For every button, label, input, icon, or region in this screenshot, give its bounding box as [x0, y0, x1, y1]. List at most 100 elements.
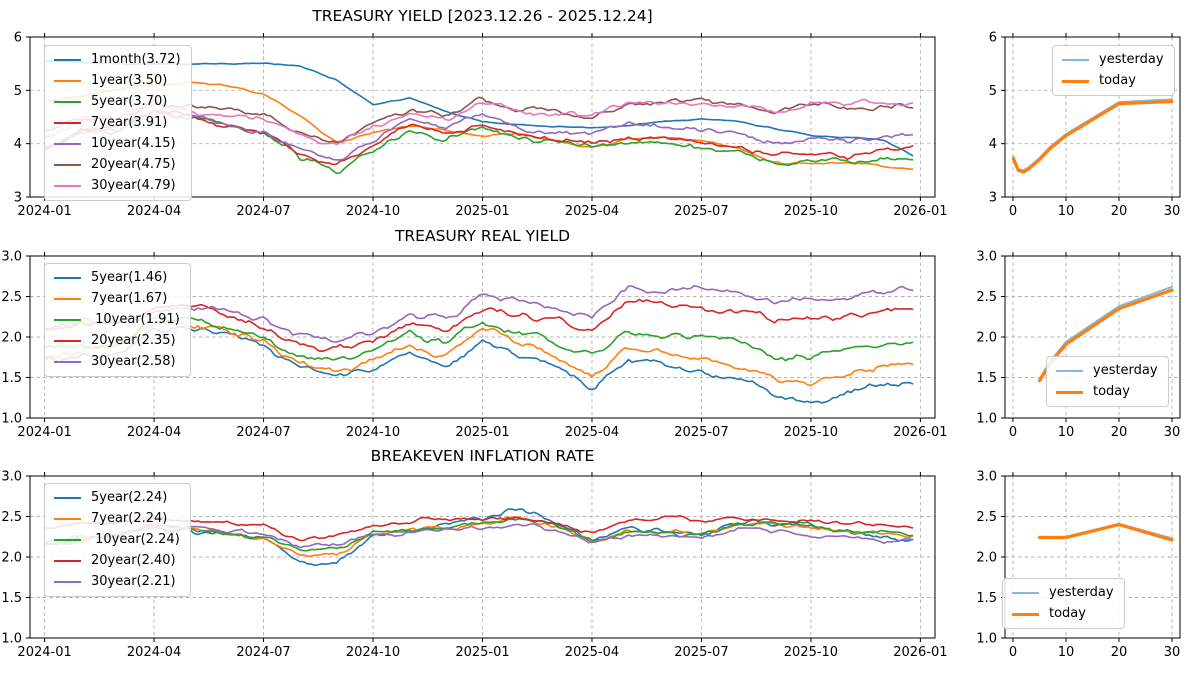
y-tick-label: 3.0 — [1, 250, 22, 265]
x-tick-label: 2024-01 — [17, 645, 71, 660]
legend-label: 10year(2.24) — [91, 532, 180, 547]
legend-entry: 10year(1.91) — [54, 311, 180, 329]
x-tick-label: 2024-01 — [17, 425, 71, 440]
x-tick-label: 2024-10 — [346, 204, 400, 219]
legend-label: 30year(4.79) — [91, 178, 176, 193]
legend-label: 20year(2.40) — [91, 553, 176, 568]
y-tick-label: 4 — [14, 137, 22, 152]
x-tick-label: 0 — [1009, 645, 1017, 660]
legend-label: 5year(3.70) — [91, 94, 168, 109]
x-tick-label: 2026-01 — [893, 425, 947, 440]
series-color-swatch — [1056, 370, 1083, 372]
legend-entry: today — [1062, 72, 1164, 90]
series-color-swatch — [54, 539, 81, 541]
y-tick-label: 1.5 — [1, 371, 22, 386]
x-tick-label: 2025-07 — [674, 425, 728, 440]
y-tick-label: 1.0 — [1, 412, 22, 427]
legend-label: 10year(4.15) — [91, 136, 176, 151]
x-tick-label: 2025-04 — [565, 645, 619, 660]
series-color-swatch — [1056, 390, 1083, 394]
chart-title-treasury-real-yield: TREASURY REAL YIELD — [394, 227, 571, 245]
x-tick-label: 2024-04 — [127, 645, 181, 660]
series-color-swatch — [54, 361, 81, 363]
x-tick-label: 2025-10 — [784, 425, 838, 440]
legend-entry: yesterday — [1062, 51, 1164, 69]
legend-label: 1year(3.50) — [91, 73, 168, 88]
x-tick-label: 2026-01 — [893, 204, 947, 219]
x-tick-label: 0 — [1009, 204, 1017, 219]
series-color-swatch — [54, 185, 81, 187]
chart-title-breakeven-inflation-rate: BREAKEVEN INFLATION RATE — [370, 447, 595, 465]
legend-label: yesterday — [1093, 363, 1158, 378]
y-tick-label: 2.5 — [1, 510, 22, 525]
legend-label: 5year(2.24) — [91, 490, 168, 505]
legend-label: 20year(2.35) — [91, 333, 176, 348]
x-tick-label: 2024-10 — [346, 425, 400, 440]
y-tick-label: 6 — [14, 31, 22, 46]
y-tick-label: 2.0 — [976, 551, 997, 566]
series-color-swatch — [54, 518, 81, 520]
x-tick-label: 20 — [1111, 425, 1128, 440]
y-tick-label: 5 — [989, 84, 997, 99]
y-tick-label: 2.0 — [1, 551, 22, 566]
x-tick-label: 2026-01 — [893, 645, 947, 660]
legend-entry: 30year(2.58) — [54, 353, 180, 371]
x-tick-label: 2024-04 — [127, 425, 181, 440]
x-tick-label: 10 — [1058, 204, 1075, 219]
series-color-swatch — [1012, 612, 1039, 616]
series-color-swatch — [54, 101, 81, 103]
legend-entry: 7year(1.67) — [54, 290, 180, 308]
series-color-swatch — [54, 277, 81, 279]
series-color-swatch — [54, 560, 81, 562]
x-tick-label: 2025-07 — [674, 645, 728, 660]
x-tick-label: 2024-01 — [17, 204, 71, 219]
x-tick-label: 2024-07 — [236, 425, 290, 440]
legend-box: 5year(2.24) 7year(2.24) 10year(2.24) 20yea… — [44, 483, 191, 597]
y-tick-label: 4 — [989, 137, 997, 152]
x-tick-label: 2025-01 — [455, 204, 509, 219]
x-tick-label: 10 — [1058, 425, 1075, 440]
x-tick-label: 2024-10 — [346, 645, 400, 660]
series-color-swatch — [54, 143, 81, 145]
legend-entry: yesterday — [1012, 584, 1114, 602]
x-tick-label: 10 — [1058, 645, 1075, 660]
series-color-swatch — [1062, 59, 1089, 61]
chart-title-treasury-yield: TREASURY YIELD [2023.12.26 - 2025.12.24] — [312, 7, 653, 25]
x-tick-label: 2024-04 — [127, 204, 181, 219]
legend-entry: 30year(2.21) — [54, 573, 180, 591]
y-tick-label: 3 — [989, 191, 997, 206]
legend-entry: 5year(2.24) — [54, 489, 180, 507]
legend-box: yesterday today — [1046, 356, 1169, 407]
x-tick-label: 2025-10 — [784, 204, 838, 219]
y-tick-label: 2.0 — [1, 331, 22, 346]
legend-entry: 5year(3.70) — [54, 93, 181, 111]
legend-label: 20year(4.75) — [91, 157, 176, 172]
legend-entry: 30year(4.79) — [54, 177, 181, 195]
series-color-swatch — [54, 122, 81, 124]
axes-frame — [1004, 36, 1181, 198]
legend-entry: 7year(3.91) — [54, 114, 181, 132]
y-tick-label: 2.5 — [976, 510, 997, 525]
x-tick-label: 30 — [1164, 204, 1181, 219]
x-tick-label: 2025-07 — [674, 204, 728, 219]
y-tick-label: 1.5 — [1, 591, 22, 606]
y-tick-label: 1.5 — [976, 371, 997, 386]
series-color-swatch — [54, 298, 81, 300]
series-color-swatch — [1062, 79, 1089, 83]
x-tick-label: 30 — [1164, 645, 1181, 660]
series-color-swatch — [54, 59, 81, 61]
x-tick-label: 2024-07 — [236, 204, 290, 219]
curve-line-today — [1011, 99, 1174, 174]
x-tick-label: 0 — [1009, 425, 1017, 440]
series-color-swatch — [1012, 592, 1039, 594]
y-tick-label: 3.0 — [976, 470, 997, 485]
legend-label: today — [1099, 73, 1136, 88]
y-tick-label: 1.0 — [976, 632, 997, 647]
legend-label: 30year(2.21) — [91, 574, 176, 589]
y-tick-label: 3.0 — [1, 470, 22, 485]
legend-box: 5year(1.46) 7year(1.67) 10year(1.91) 20yea… — [44, 263, 191, 377]
x-tick-label: 30 — [1164, 425, 1181, 440]
legend-entry: today — [1056, 383, 1158, 401]
x-tick-label: 2024-07 — [236, 645, 290, 660]
series-color-swatch — [54, 80, 81, 82]
